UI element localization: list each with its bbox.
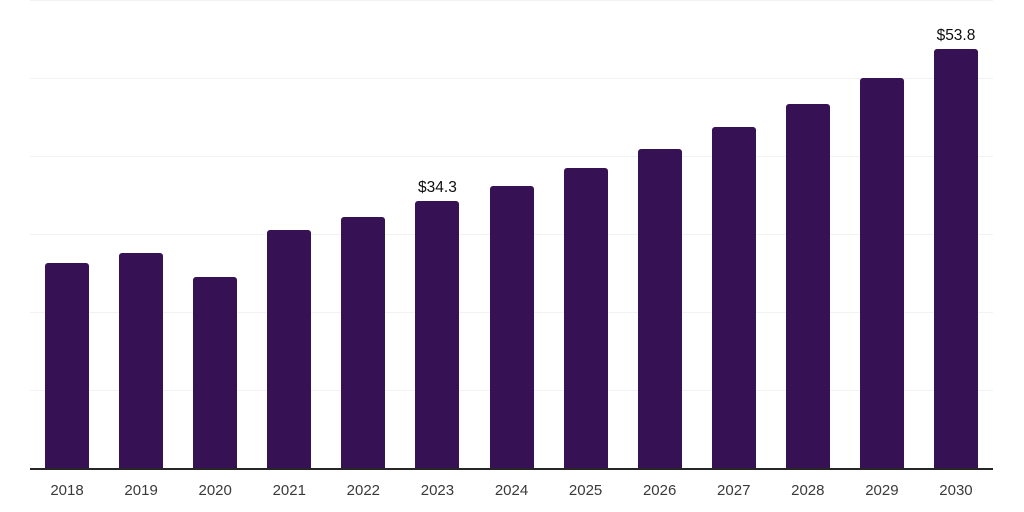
bar-slot-2020 (178, 1, 252, 469)
x-tick-label-2020: 2020 (198, 482, 232, 499)
x-tick-label-2024: 2024 (494, 482, 529, 499)
bar-2026 (637, 149, 682, 469)
bar-2022 (341, 217, 386, 469)
x-tick-label-2019: 2019 (124, 482, 158, 499)
x-tick-label-2028: 2028 (791, 482, 825, 499)
bar-slot-2021 (252, 1, 326, 469)
bar-slot-2026 (623, 1, 697, 469)
bar-2028 (785, 103, 830, 469)
bars-container: $34.3 $53.8 (30, 1, 993, 469)
x-tick-label-2021: 2021 (272, 482, 306, 499)
bar-slot-2019 (104, 1, 178, 469)
bar-slot-2022 (326, 1, 400, 469)
gridline-50 (30, 78, 993, 79)
x-tick-label-2029: 2029 (865, 482, 899, 499)
gridline-60 (30, 0, 993, 1)
plot-area: $34.3 $53.8 (30, 0, 993, 470)
bar-value-label-2023: $34.3 (418, 178, 457, 196)
bar-slot-2030: $53.8 (919, 1, 993, 469)
x-axis-line (30, 468, 993, 470)
bar-slot-2023: $34.3 (400, 1, 474, 469)
bar-2020 (193, 277, 238, 469)
x-tick-label-2027: 2027 (717, 482, 751, 499)
x-tick-label-2022: 2022 (346, 482, 381, 499)
x-tick-label-2025: 2025 (568, 482, 603, 499)
bar-2023 (415, 201, 460, 469)
bar-2024 (489, 185, 534, 469)
bar-slot-2024 (474, 1, 548, 469)
bar-slot-2029 (845, 1, 919, 469)
bar-2021 (267, 230, 312, 469)
bar-slot-2025 (549, 1, 623, 469)
bar-2025 (563, 167, 608, 469)
bar-2018 (45, 263, 90, 469)
bar-2030 (933, 49, 978, 469)
x-tick-label-2030: 2030 (939, 482, 973, 499)
x-tick-label-2018: 2018 (50, 482, 84, 499)
x-tick-label-2023: 2023 (420, 482, 455, 499)
bar-2019 (119, 252, 164, 469)
bar-slot-2018 (30, 1, 104, 469)
bar-value-label-2030: $53.8 (936, 26, 976, 44)
bar-2027 (711, 127, 756, 469)
x-tick-label-2026: 2026 (642, 482, 677, 499)
bar-2029 (859, 78, 904, 469)
gridline-40 (30, 156, 993, 158)
x-axis-labels: 2018 2019 2020 2021 2022 2023 2024 2025 2026 2027… (30, 482, 993, 500)
bar-slot-2028 (771, 1, 845, 469)
bar-slot-2027 (697, 1, 771, 469)
